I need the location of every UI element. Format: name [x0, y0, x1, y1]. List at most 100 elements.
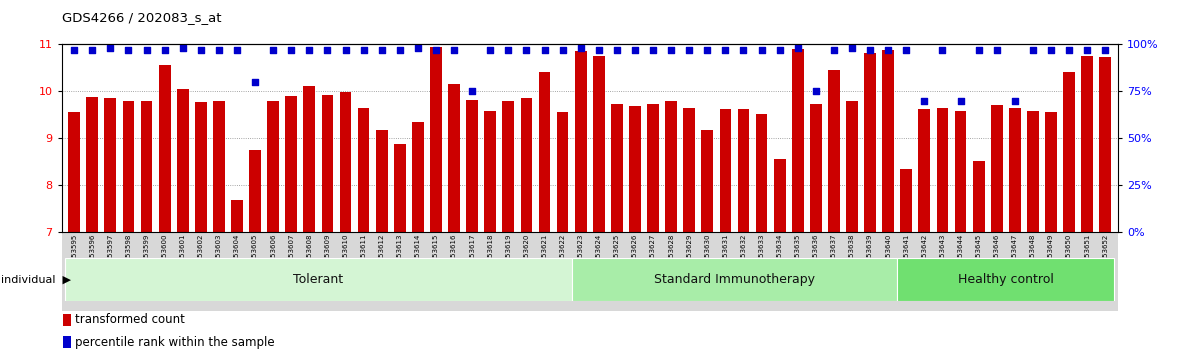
- Point: [1006, 98, 1024, 103]
- Bar: [647, 104, 659, 232]
- Point: [861, 47, 880, 53]
- Bar: [357, 108, 369, 232]
- Point: [1060, 47, 1079, 53]
- Point: [65, 47, 84, 53]
- Bar: [774, 159, 786, 232]
- Bar: [412, 122, 424, 232]
- Bar: [159, 65, 170, 232]
- Bar: [593, 56, 605, 232]
- Bar: [141, 102, 153, 232]
- Bar: [629, 106, 641, 232]
- Point: [173, 45, 192, 51]
- Point: [373, 47, 392, 53]
- Bar: [231, 200, 243, 232]
- Bar: [828, 70, 840, 232]
- Bar: [1099, 57, 1111, 232]
- Point: [83, 47, 102, 53]
- Bar: [340, 92, 351, 232]
- Bar: [65, 258, 571, 301]
- Point: [336, 47, 355, 53]
- Bar: [250, 150, 261, 232]
- Point: [246, 79, 265, 85]
- Point: [933, 47, 952, 53]
- Point: [209, 47, 228, 53]
- Bar: [484, 111, 496, 232]
- Point: [716, 47, 735, 53]
- Bar: [810, 104, 822, 232]
- Point: [571, 45, 590, 51]
- Bar: [213, 102, 225, 232]
- Bar: [267, 101, 279, 232]
- Bar: [756, 114, 768, 232]
- Point: [318, 47, 337, 53]
- Point: [788, 45, 807, 51]
- Bar: [738, 109, 749, 232]
- Point: [951, 98, 970, 103]
- Bar: [575, 51, 587, 232]
- Bar: [702, 130, 713, 232]
- Bar: [503, 101, 515, 232]
- Bar: [684, 108, 696, 232]
- Text: Tolerant: Tolerant: [293, 273, 343, 286]
- Point: [463, 88, 481, 94]
- Point: [119, 47, 138, 53]
- Point: [282, 47, 300, 53]
- Bar: [322, 95, 334, 232]
- Point: [445, 47, 464, 53]
- Point: [480, 47, 499, 53]
- Bar: [1064, 72, 1075, 232]
- Point: [770, 47, 789, 53]
- Bar: [466, 99, 478, 232]
- Point: [661, 47, 680, 53]
- Point: [299, 47, 318, 53]
- Bar: [937, 108, 949, 232]
- Point: [589, 47, 608, 53]
- Bar: [394, 144, 406, 232]
- Point: [192, 47, 211, 53]
- Bar: [538, 72, 550, 232]
- Point: [390, 47, 409, 53]
- Point: [680, 47, 699, 53]
- Point: [626, 47, 645, 53]
- Bar: [64, 314, 71, 326]
- Point: [1023, 47, 1042, 53]
- Text: transformed count: transformed count: [75, 313, 185, 326]
- Point: [733, 47, 752, 53]
- Text: individual  ▶: individual ▶: [1, 275, 71, 285]
- Bar: [521, 98, 532, 232]
- Point: [1078, 47, 1097, 53]
- Bar: [972, 161, 984, 232]
- Bar: [123, 102, 135, 232]
- Text: Standard Immunotherapy: Standard Immunotherapy: [654, 273, 815, 286]
- Point: [607, 47, 626, 53]
- Point: [807, 88, 826, 94]
- Point: [698, 47, 717, 53]
- Point: [137, 47, 156, 53]
- Bar: [900, 169, 912, 232]
- Text: percentile rank within the sample: percentile rank within the sample: [75, 336, 274, 349]
- Point: [752, 47, 771, 53]
- Point: [1041, 47, 1060, 53]
- Bar: [176, 89, 188, 232]
- Bar: [376, 130, 388, 232]
- Point: [227, 47, 246, 53]
- Point: [914, 98, 933, 103]
- Point: [155, 47, 174, 53]
- Bar: [719, 109, 731, 232]
- Text: GDS4266 / 202083_s_at: GDS4266 / 202083_s_at: [62, 11, 221, 24]
- Bar: [195, 102, 207, 232]
- Point: [842, 45, 861, 51]
- Point: [897, 47, 916, 53]
- Point: [535, 47, 554, 53]
- Point: [644, 47, 662, 53]
- Bar: [846, 102, 858, 232]
- Point: [554, 47, 573, 53]
- Bar: [955, 111, 967, 232]
- Bar: [791, 49, 803, 232]
- Point: [264, 47, 283, 53]
- Bar: [448, 84, 460, 232]
- Bar: [918, 109, 930, 232]
- Point: [1095, 47, 1114, 53]
- Bar: [86, 97, 98, 232]
- Point: [427, 47, 446, 53]
